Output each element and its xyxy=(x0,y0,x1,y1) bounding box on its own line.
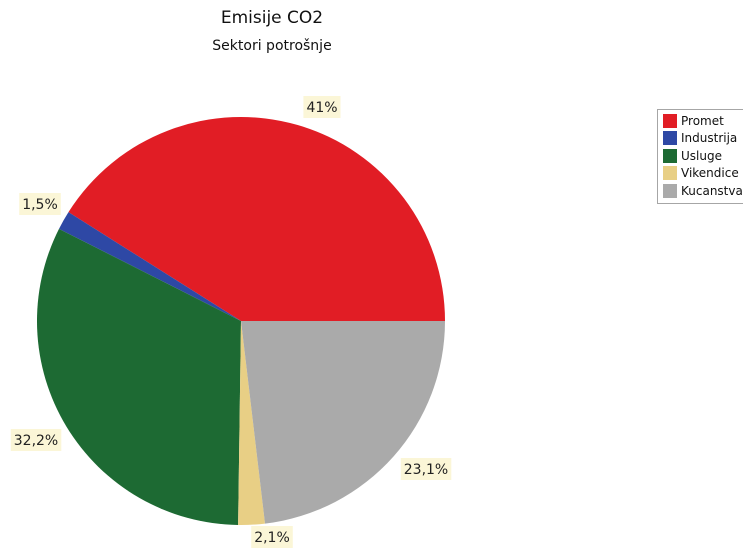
data-label-text: 1,5% xyxy=(22,197,58,213)
legend-item-kucanstva[interactable]: Kucanstva xyxy=(658,182,743,200)
data-label-text: 32,2% xyxy=(14,433,58,449)
pie-slice-industrija[interactable] xyxy=(58,212,241,321)
data-label-background xyxy=(400,458,452,480)
pie-data-labels: 41% 1,5% 32,2% 2,1% 23,1% xyxy=(10,96,452,548)
legend-swatch xyxy=(663,183,677,198)
pie-slice-promet[interactable] xyxy=(68,117,445,321)
legend-label: Industrija xyxy=(681,131,738,146)
data-label-vikendice: 2,1% xyxy=(251,526,293,548)
data-label-text: 2,1% xyxy=(254,530,290,546)
data-label-background xyxy=(303,96,341,118)
data-label-usluge: 32,2% xyxy=(10,429,62,451)
legend-swatch xyxy=(663,148,677,163)
legend-swatch xyxy=(663,113,677,128)
pie-slice-vikendice[interactable] xyxy=(238,321,265,526)
legend-item-usluge[interactable]: Usluge xyxy=(658,147,743,165)
legend-item-vikendice[interactable]: Vikendice xyxy=(658,165,743,183)
data-label-background xyxy=(251,526,293,548)
legend: Promet Industrija Usluge Vikendice Kucanstva xyxy=(657,109,743,204)
legend-swatch xyxy=(663,131,677,146)
data-label-industrija: 1,5% xyxy=(19,193,61,215)
data-label-text: 41% xyxy=(306,100,337,116)
legend-item-industrija[interactable]: Industrija xyxy=(658,130,743,148)
chart-subtitle: Sektori potrošnje xyxy=(212,38,332,54)
data-label-kucanstva: 23,1% xyxy=(400,458,452,480)
data-label-text: 23,1% xyxy=(404,462,448,478)
pie-slice-kucanstva[interactable] xyxy=(241,321,445,524)
data-label-promet: 41% xyxy=(303,96,341,118)
legend-label: Kucanstva xyxy=(681,183,743,198)
data-label-background xyxy=(19,193,61,215)
data-label-background xyxy=(10,429,62,451)
legend-item-promet[interactable]: Promet xyxy=(658,112,743,130)
legend-swatch xyxy=(663,166,677,181)
legend-label: Promet xyxy=(681,113,724,128)
pie-slice-usluge[interactable] xyxy=(37,228,241,525)
chart-title: Emisije CO2 xyxy=(220,8,324,28)
pie-slices xyxy=(37,117,445,526)
legend-label: Vikendice xyxy=(681,166,739,181)
legend-label: Usluge xyxy=(681,148,722,163)
